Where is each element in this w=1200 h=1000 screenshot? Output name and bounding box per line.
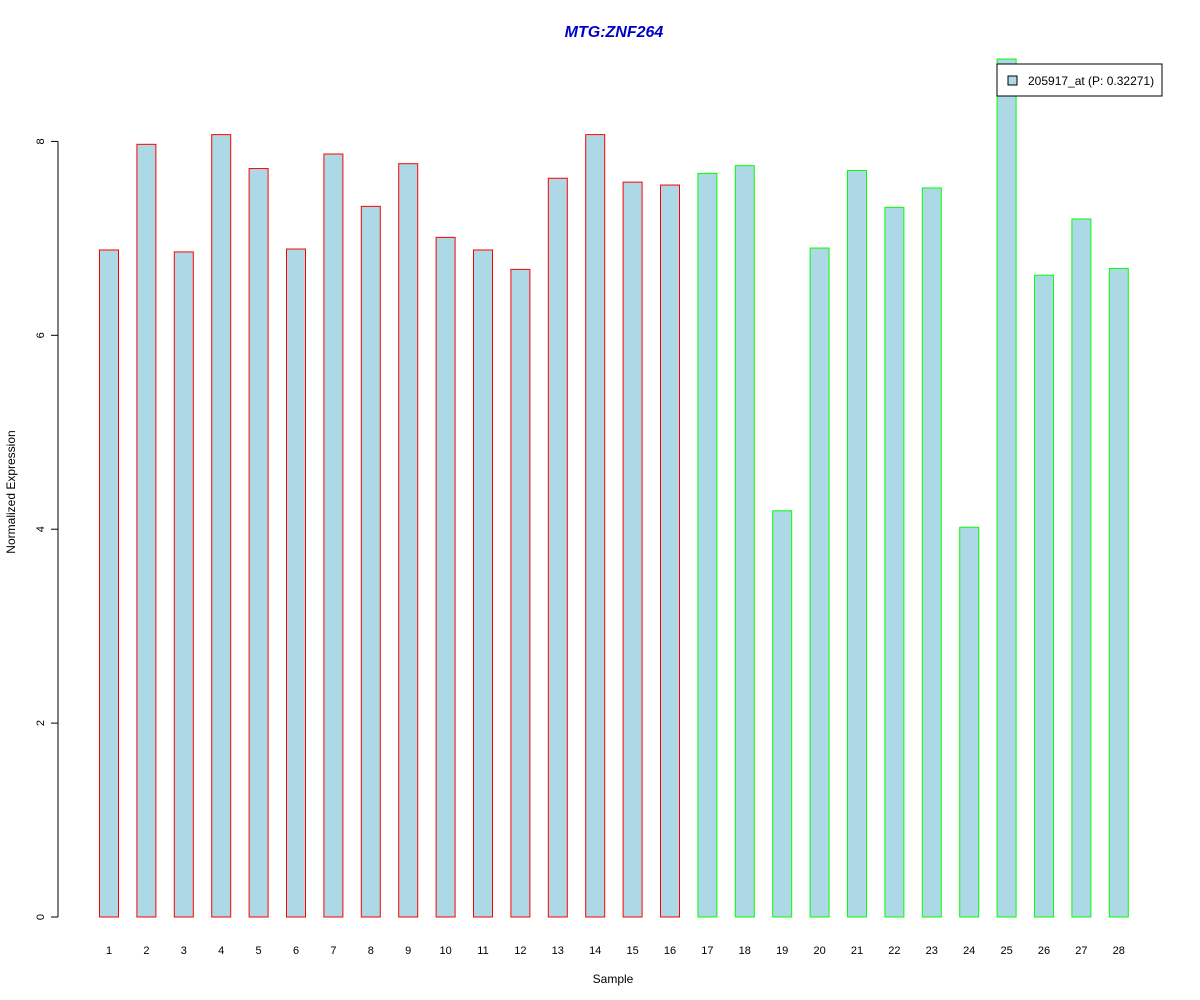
bar-sample-27	[1071, 218, 1092, 918]
y-tick-label: 2	[35, 720, 47, 726]
x-tick-label: 11	[477, 945, 488, 957]
x-tick-label: 26	[1038, 945, 1050, 957]
bar-sample-17	[697, 172, 718, 918]
y-tick-label: 6	[35, 332, 47, 338]
x-tick-label: 12	[514, 945, 526, 957]
bar-sample-14	[585, 134, 606, 918]
x-tick-label: 17	[701, 945, 713, 957]
bar-sample-2	[136, 143, 157, 918]
x-tick-label: 7	[330, 945, 336, 957]
chart-title: MTG:ZNF264	[565, 24, 664, 41]
bar-sample-13	[547, 177, 568, 918]
y-axis: 0 2 4 6 8	[35, 138, 59, 920]
x-tick-label: 18	[739, 945, 751, 957]
bar-sample-16	[660, 184, 680, 918]
x-tick-label: 14	[589, 945, 601, 957]
bar-sample-7	[323, 153, 344, 918]
x-tick-labels: 1 2 3 4 5 6 7 8 9 10 11 12 13 14 15 16 17 18 19 20 21 22 23 24 2…	[106, 945, 1125, 957]
bar-sample-15	[622, 181, 643, 918]
y-axis-label: Normalized Expression	[4, 430, 18, 553]
bar-sample-23	[921, 187, 942, 918]
legend: 205917_at (P: 0.32271)	[996, 63, 1163, 97]
bar-sample-12	[510, 268, 531, 918]
y-tick-label: 0	[35, 914, 47, 920]
x-tick-label: 23	[926, 945, 938, 957]
bar-sample-26	[1034, 274, 1054, 918]
bar-sample-20	[809, 247, 830, 918]
bar-sample-21	[847, 169, 867, 918]
x-tick-label: 27	[1075, 945, 1087, 957]
bar-sample-4	[211, 134, 232, 918]
x-tick-label: 5	[256, 945, 262, 957]
bar-sample-19	[772, 510, 793, 918]
bar-sample-9	[398, 163, 419, 918]
bar-sample-1	[99, 249, 119, 918]
x-tick-label: 8	[368, 945, 374, 957]
x-tick-label: 4	[218, 945, 224, 957]
x-tick-label: 20	[813, 945, 825, 957]
x-tick-label: 1	[106, 945, 112, 957]
x-tick-label: 9	[405, 945, 411, 957]
bars	[99, 58, 1129, 918]
x-tick-label: 16	[664, 945, 676, 957]
x-tick-label: 28	[1113, 945, 1125, 957]
x-axis-label: Sample	[593, 972, 634, 986]
x-tick-label: 10	[439, 945, 451, 957]
bar-sample-3	[173, 251, 194, 918]
x-tick-label: 15	[626, 945, 638, 957]
x-tick-label: 24	[963, 945, 975, 957]
bar-sample-5	[248, 168, 269, 918]
x-tick-label: 6	[293, 945, 299, 957]
bar-sample-22	[884, 206, 905, 918]
x-tick-label: 3	[181, 945, 187, 957]
x-tick-label: 22	[888, 945, 900, 957]
bar-sample-8	[360, 205, 381, 918]
x-tick-label: 13	[552, 945, 564, 957]
legend-swatch	[1007, 75, 1018, 86]
legend-entry: 205917_at (P: 0.32271)	[1028, 74, 1154, 88]
x-tick-label: 19	[776, 945, 788, 957]
x-tick-label: 21	[851, 945, 863, 957]
bar-sample-6	[286, 248, 306, 918]
bar-sample-18	[734, 165, 755, 918]
bar-sample-24	[959, 526, 980, 918]
bar-sample-11	[473, 249, 493, 918]
y-tick-label: 8	[35, 138, 47, 144]
bar-sample-28	[1108, 267, 1129, 918]
y-tick-label: 4	[35, 526, 47, 532]
bar-sample-25	[996, 58, 1017, 918]
x-tick-label: 2	[143, 945, 149, 957]
x-tick-label: 25	[1000, 945, 1012, 957]
bar-sample-10	[435, 236, 456, 918]
legend-box	[996, 63, 1163, 97]
